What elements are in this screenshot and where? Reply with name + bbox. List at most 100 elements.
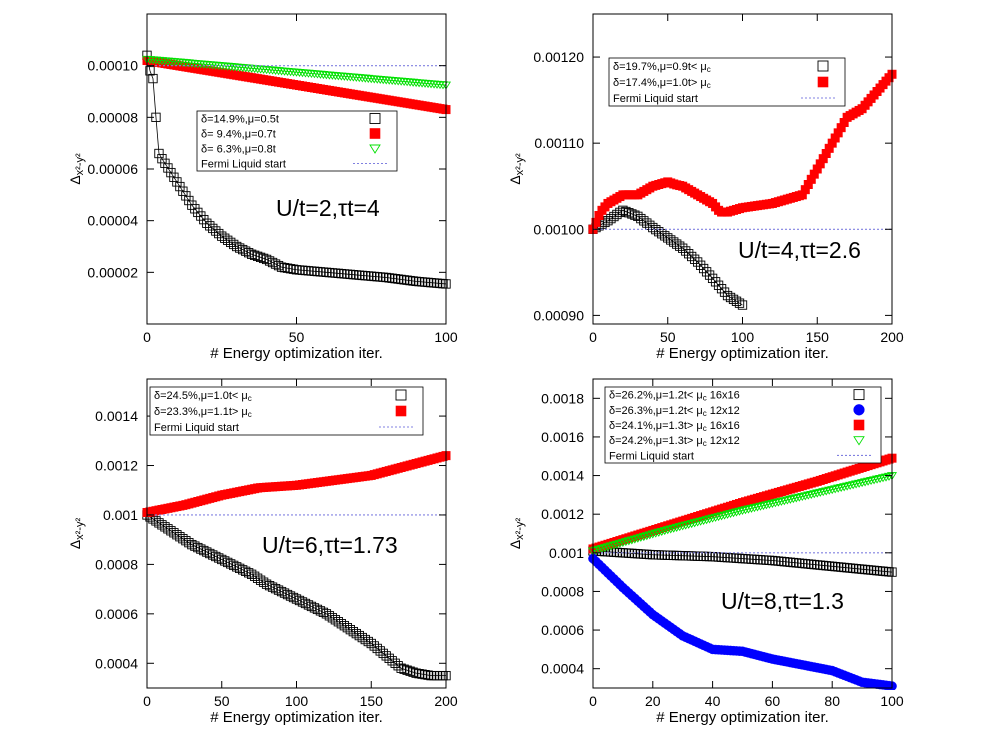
data-point <box>693 257 703 267</box>
data-point <box>854 479 865 488</box>
data-point <box>414 669 424 679</box>
x-tick-label: 200 <box>434 693 458 709</box>
data-point <box>803 491 814 500</box>
data-point <box>211 226 221 236</box>
data-point <box>675 241 685 251</box>
data-point <box>821 487 832 496</box>
x-tick-label: 50 <box>660 329 676 345</box>
data-point <box>800 492 811 501</box>
legend-marker <box>853 389 865 401</box>
data-point <box>599 544 610 553</box>
data-point <box>698 263 709 274</box>
y-axis-label: Δx²-y² <box>67 153 86 185</box>
panel-annotation: U/t=4,τt=2.6 <box>738 237 861 263</box>
data-point <box>178 186 188 196</box>
data-point <box>393 661 403 671</box>
x-tick-label: 200 <box>880 329 904 345</box>
data-point <box>163 163 173 173</box>
data-point <box>704 515 715 524</box>
data-point <box>282 263 293 273</box>
data-point <box>869 476 880 485</box>
data-point <box>261 254 272 265</box>
data-point <box>883 472 895 481</box>
data-point <box>187 200 197 210</box>
data-point <box>671 523 682 532</box>
data-point <box>710 277 721 287</box>
data-point <box>614 539 625 548</box>
data-point <box>881 473 892 482</box>
series-1 <box>588 546 897 577</box>
data-point <box>602 543 613 552</box>
data-point <box>255 252 266 262</box>
y-axis-label: Δx²-y² <box>67 517 86 549</box>
y-tick-label: 0.00002 <box>87 264 138 280</box>
series-1 <box>142 50 451 289</box>
legend-entry-label: Fermi Liquid start <box>154 422 239 434</box>
data-point <box>372 643 382 654</box>
y-tick-label: 0.0014 <box>95 408 138 424</box>
panel-annotation: U/t=8,τt=1.3 <box>721 588 844 614</box>
data-point <box>420 670 430 680</box>
data-point <box>749 504 760 513</box>
y-tick-label: 0.00120 <box>533 49 584 65</box>
x-tick-label: 100 <box>434 329 458 345</box>
data-point <box>851 480 862 489</box>
series-1 <box>588 205 748 310</box>
y-tick-label: 0.001 <box>549 545 584 561</box>
data-point <box>264 256 275 266</box>
data-point <box>764 500 775 509</box>
data-point <box>860 478 871 487</box>
data-point <box>288 592 299 603</box>
y-tick-label: 0.00100 <box>533 221 584 237</box>
data-point <box>611 540 622 549</box>
data-point <box>629 535 640 544</box>
panel-annotation: U/t=6,τt=1.73 <box>262 532 398 558</box>
x-tick-label: 50 <box>289 329 305 345</box>
data-point <box>202 547 212 557</box>
data-point <box>635 533 646 542</box>
data-point <box>624 208 634 218</box>
data-point <box>644 531 655 540</box>
data-point <box>806 490 817 499</box>
data-point <box>366 638 376 649</box>
data-point <box>701 267 712 277</box>
data-point <box>665 525 676 534</box>
data-point <box>695 517 706 526</box>
x-axis-label: # Energy optimization iter. <box>210 709 383 726</box>
data-point <box>713 280 724 290</box>
data-point <box>306 601 317 612</box>
legend-entry-label: Fermi Liquid start <box>613 93 698 105</box>
data-point <box>824 486 835 495</box>
data-point <box>695 260 706 270</box>
data-point <box>172 177 182 187</box>
data-point <box>776 497 787 506</box>
data-point <box>276 586 287 597</box>
legend-entry-label: Fermi Liquid start <box>609 450 694 462</box>
data-point <box>779 497 790 506</box>
data-point <box>408 667 418 677</box>
data-point <box>815 488 826 497</box>
data-point <box>719 287 730 297</box>
y-tick-label: 0.0008 <box>541 583 584 599</box>
data-point <box>809 490 820 499</box>
data-point <box>791 494 802 503</box>
y-axis-label-text: Δx²-y² <box>507 517 526 549</box>
data-point <box>229 239 239 250</box>
x-tick-label: 0 <box>589 693 597 709</box>
data-point <box>214 553 224 563</box>
data-point <box>734 507 745 516</box>
chart-panel-2: 0 50 100 150 200 0.00090 0.00100 0.00110 0.00120… <box>507 13 904 362</box>
legend-marker <box>369 113 381 124</box>
data-point <box>668 524 679 533</box>
data-point <box>309 603 320 613</box>
legend-marker <box>395 405 407 417</box>
data-point <box>279 588 290 598</box>
data-point <box>650 529 661 538</box>
data-point <box>387 656 397 666</box>
y-tick-label: 0.00004 <box>87 213 138 229</box>
y-tick-label: 0.00008 <box>87 109 138 125</box>
legend-entry-label: δ= 6.3%,μ=0.8t <box>201 144 276 156</box>
data-point <box>202 218 212 228</box>
data-point <box>381 651 391 661</box>
data-point <box>267 257 278 268</box>
